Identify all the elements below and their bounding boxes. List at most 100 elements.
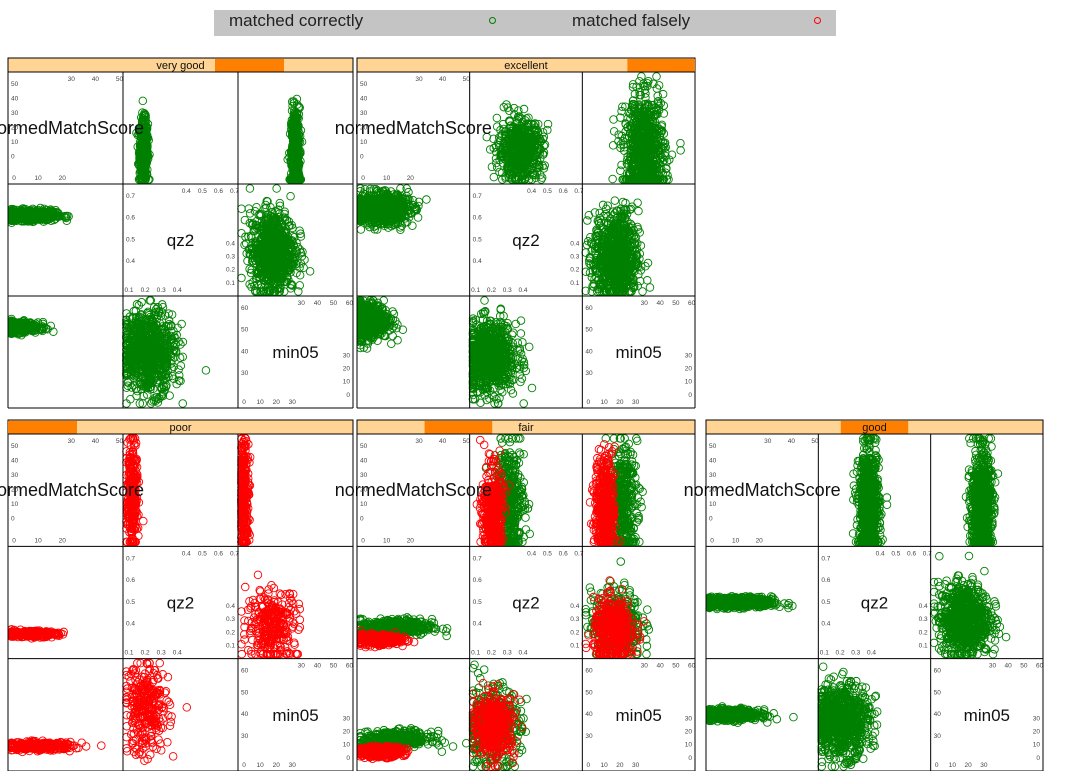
data-point [298,247,307,257]
tick-label: 10 [256,399,264,406]
data-point [140,109,149,118]
data-point [142,139,151,148]
tick-label: 10 [343,379,351,386]
data-point [287,97,297,106]
data-point [299,263,308,273]
data-point [252,202,261,212]
data-point [136,141,146,151]
data-point [272,184,281,193]
data-point [289,148,298,158]
tick-label: 20 [59,175,67,182]
point-cloud-min_qz [237,184,315,296]
tick-label: 20 [343,366,351,373]
data-point [26,213,36,222]
data-point [237,204,246,214]
data-point [291,144,300,154]
tick-label: 10 [35,175,43,182]
point-cloud-qz_nm [482,100,553,184]
data-point [262,274,271,284]
data-point [275,201,285,211]
data-point [201,366,211,375]
data-point [676,146,685,155]
data-point [140,172,149,181]
data-point [287,280,296,289]
data-point [139,124,149,133]
tick-label: 0 [11,153,15,160]
tick-label: 0.3 [226,254,235,261]
data-point [288,246,297,255]
data-point [291,153,300,162]
data-point [293,149,302,159]
tick-label: 40 [92,76,100,83]
tick-label: 0 [12,175,16,182]
data-point [53,211,62,221]
data-point [290,118,299,127]
data-point [286,191,295,201]
data-point [262,287,271,296]
tick-label: 10 [11,139,19,146]
data-point [288,101,297,111]
data-point [141,173,150,182]
point-cloud-nm_qz [8,203,73,228]
tick-label: 0.4 [226,241,235,248]
point-cloud-qz_nm [132,96,154,184]
tick-label: 60 [241,305,249,312]
tick-label: 0.5 [198,188,207,195]
tick-label: 0.7 [126,193,135,200]
panel-body [8,94,315,408]
data-point [138,96,148,106]
data-point [138,151,147,161]
data-point [8,207,16,217]
data-point [47,210,56,219]
tick-label: 50 [11,81,19,88]
diagonal-label-min05: min05 [272,343,318,362]
data-point [293,125,303,134]
tick-label: 0.5 [126,236,135,243]
data-point [267,208,277,217]
data-point [290,175,300,184]
panel-title: excellent [504,60,547,72]
tick-label: 40 [11,95,19,102]
data-point [245,264,254,274]
data-point [295,281,304,290]
tick-label: 50 [330,300,338,307]
data-point [652,72,661,81]
data-point [251,286,260,295]
tick-label: 40 [241,348,249,355]
data-point [240,215,250,225]
tick-label: 0.6 [214,188,223,195]
data-point [136,175,145,184]
tick-label: 0.2 [141,287,150,294]
data-point [288,122,297,131]
tick-label: 30 [11,110,19,117]
data-point [296,232,306,241]
data-point [292,135,302,145]
data-point [492,113,502,123]
data-point [139,141,148,150]
diagonal-label-normedMatchScore: normedMatchScore [0,118,144,138]
tick-label: 0 [346,392,350,399]
point-cloud-min_nm [283,94,307,184]
data-point [41,210,50,219]
point-cloud-qz_min [122,296,211,408]
point-cloud-min_nm [608,72,685,184]
data-point [237,273,246,283]
tick-label: 50 [241,327,249,334]
data-point [175,353,185,362]
legend-label-false: matched falsely [572,11,690,31]
tick-label: 0.3 [157,287,166,294]
data-point [244,204,254,213]
tick-label: 40 [314,300,322,307]
tick-label: 30 [343,353,351,360]
data-point [246,231,256,241]
data-point [291,171,301,181]
diagonal-label-qz2: qz2 [167,231,194,250]
legend-symbol-false [814,17,821,24]
data-point [245,184,255,193]
data-point [264,287,274,296]
legend-symbol-correct [489,17,496,24]
data-point [676,138,685,148]
data-point [178,399,187,408]
